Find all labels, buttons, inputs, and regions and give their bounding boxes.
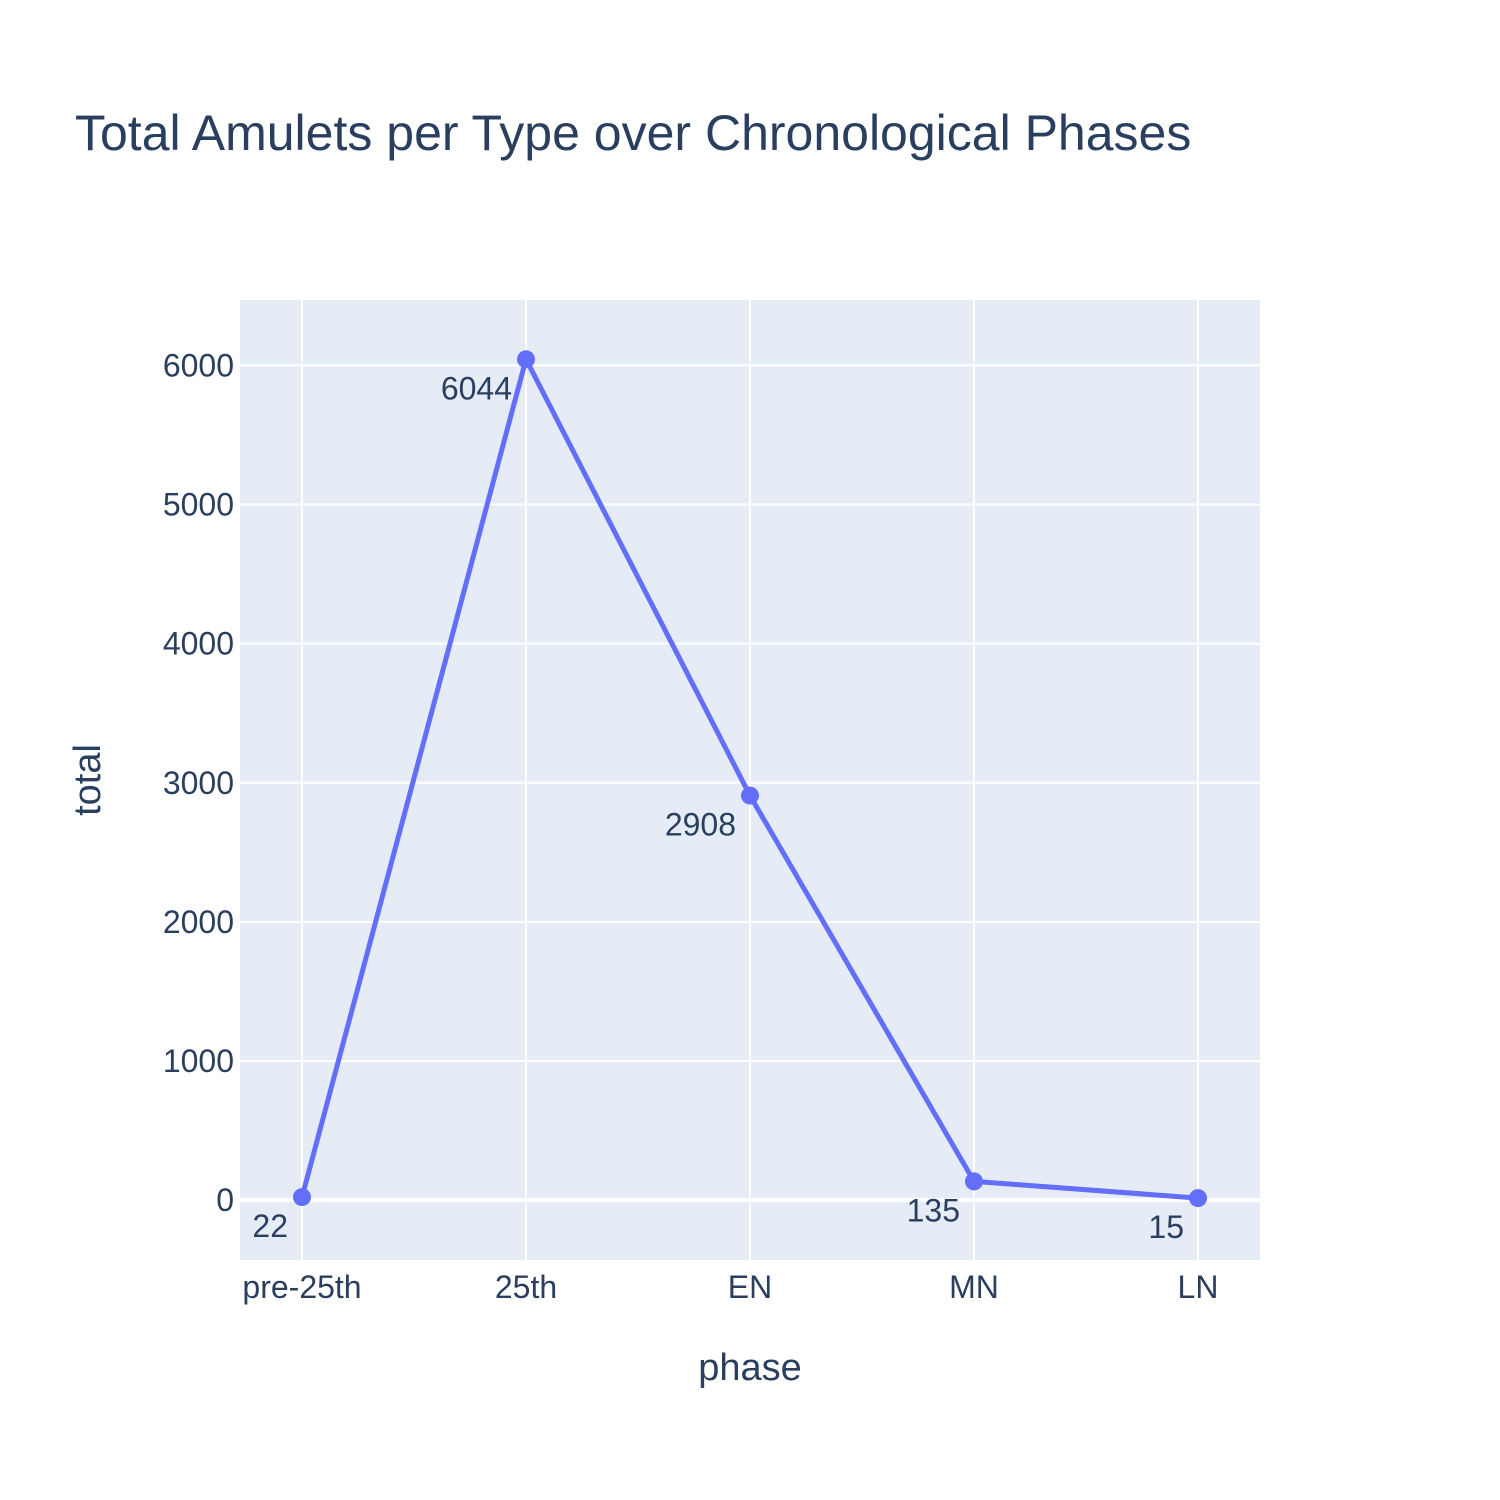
y-tick-label: 0 [216, 1182, 234, 1218]
y-axis-ticks: 0 1000 2000 3000 4000 5000 6000 [163, 347, 234, 1218]
data-point [293, 1188, 311, 1207]
y-tick-label: 3000 [163, 765, 234, 801]
x-tick-label: pre-25th [242, 1269, 361, 1305]
data-point [1189, 1189, 1207, 1208]
y-tick-label: 5000 [163, 487, 234, 523]
data-labels: 22 6044 2908 135 15 [252, 370, 1184, 1245]
data-points [293, 350, 1207, 1208]
grid [240, 300, 1260, 1260]
chart-title: Total Amulets per Type over Chronologica… [75, 105, 1191, 161]
data-label: 22 [252, 1208, 288, 1244]
y-tick-label: 2000 [163, 904, 234, 940]
data-point [965, 1172, 983, 1191]
y-tick-label: 4000 [163, 626, 234, 662]
data-label: 2908 [665, 807, 736, 843]
x-tick-label: EN [728, 1269, 772, 1305]
y-tick-label: 1000 [163, 1043, 234, 1079]
data-label: 135 [907, 1192, 960, 1228]
y-axis-title: total [67, 744, 109, 816]
data-label: 15 [1148, 1209, 1184, 1245]
y-tick-label: 6000 [163, 347, 234, 383]
data-point [517, 350, 535, 369]
x-axis-title: phase [698, 1347, 802, 1389]
x-tick-label: 25th [495, 1269, 557, 1305]
data-label: 6044 [441, 370, 512, 406]
x-axis-ticks: pre-25th 25th EN MN LN [242, 1269, 1218, 1305]
x-tick-label: MN [949, 1269, 999, 1305]
x-tick-label: LN [1178, 1269, 1219, 1305]
data-point [741, 786, 759, 805]
